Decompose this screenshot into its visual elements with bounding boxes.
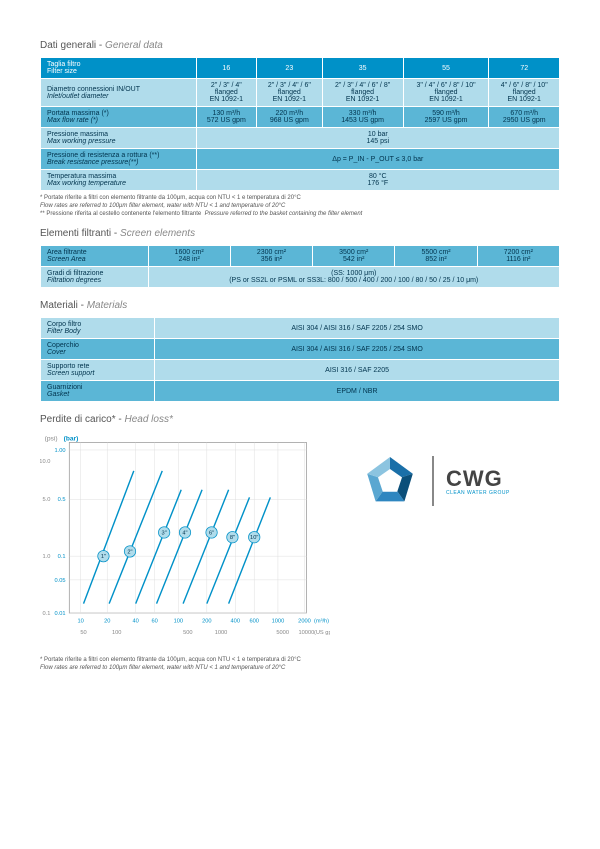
row-label: Temperatura massimaMax working temperatu… bbox=[41, 170, 197, 191]
svg-text:0.1: 0.1 bbox=[58, 554, 66, 560]
svg-text:20: 20 bbox=[104, 619, 110, 625]
svg-text:5.0: 5.0 bbox=[42, 498, 50, 504]
row-label: Diametro connessioni IN/OUTInlet/outlet … bbox=[41, 79, 197, 107]
row-label: Supporto reteScreen support bbox=[41, 360, 155, 381]
svg-text:10.0: 10.0 bbox=[40, 460, 50, 466]
cwg-logo: CWG CLEAN WATER GROUP bbox=[360, 451, 510, 511]
screen-elements-title: Elementi filtranti - Screen elements bbox=[40, 228, 560, 239]
row-label: Pressione di resistenza a rottura (**)Br… bbox=[41, 149, 197, 170]
screen-elements-table: Area filtranteScreen Area1600 cm²248 in²… bbox=[40, 245, 560, 288]
svg-text:(m³/h): (m³/h) bbox=[314, 619, 329, 625]
row-label: CoperchioCover bbox=[41, 339, 155, 360]
svg-text:1.0: 1.0 bbox=[42, 554, 50, 560]
svg-text:50: 50 bbox=[80, 630, 86, 636]
svg-text:0.1: 0.1 bbox=[42, 611, 50, 617]
svg-text:0.05: 0.05 bbox=[54, 578, 65, 584]
svg-text:1.00: 1.00 bbox=[54, 448, 65, 454]
row-label: Portata massima (*)Max flow rate (*) bbox=[41, 107, 197, 128]
svg-text:5000: 5000 bbox=[276, 630, 289, 636]
general-data-title: Dati generali - General data bbox=[40, 40, 560, 51]
svg-text:10": 10" bbox=[250, 535, 258, 541]
row-label: Corpo filtroFilter Body bbox=[41, 318, 155, 339]
svg-text:1": 1" bbox=[101, 554, 106, 560]
svg-text:200: 200 bbox=[202, 619, 211, 625]
svg-text:8": 8" bbox=[230, 535, 235, 541]
general-data-table: Taglia filtroFilter size 16 23 35 55 72 … bbox=[40, 57, 560, 191]
materials-title: Materiali - Materials bbox=[40, 300, 560, 311]
svg-text:0.5: 0.5 bbox=[58, 498, 66, 504]
svg-text:10000: 10000 bbox=[298, 630, 314, 636]
headloss-chart: (bar) (psi) 1" 2" 3" 4" 6" 8" 10" 0.01 0.05 0.1 0… bbox=[40, 431, 320, 653]
logo-subtitle: CLEAN WATER GROUP bbox=[446, 490, 510, 496]
svg-text:40: 40 bbox=[133, 619, 139, 625]
general-footnote: * Portate riferite a filtri con elemento… bbox=[40, 195, 560, 218]
row-label: GuarnizioniGasket bbox=[41, 381, 155, 402]
svg-text:(US gpm): (US gpm) bbox=[314, 630, 330, 636]
chart-footnote: * Portate riferite a filtri con elemento… bbox=[40, 657, 560, 673]
svg-text:3": 3" bbox=[162, 531, 167, 537]
row-label: Gradi di filtrazioneFiltration degrees bbox=[41, 267, 149, 288]
svg-text:100: 100 bbox=[174, 619, 183, 625]
pentagon-icon bbox=[360, 451, 420, 511]
svg-text:60: 60 bbox=[151, 619, 157, 625]
svg-text:4": 4" bbox=[182, 531, 187, 537]
svg-text:600: 600 bbox=[249, 619, 258, 625]
svg-text:(bar): (bar) bbox=[64, 436, 79, 443]
headloss-title: Perdite di carico* - Head loss* bbox=[40, 414, 560, 425]
svg-text:1000: 1000 bbox=[272, 619, 285, 625]
svg-text:1000: 1000 bbox=[215, 630, 228, 636]
row-label: Area filtranteScreen Area bbox=[41, 246, 149, 267]
svg-text:500: 500 bbox=[183, 630, 192, 636]
logo-text: CWG bbox=[446, 466, 510, 492]
filter-size-label: Taglia filtroFilter size bbox=[41, 58, 197, 79]
svg-text:6": 6" bbox=[209, 531, 214, 537]
row-label: Pressione massimaMax working pressure bbox=[41, 128, 197, 149]
svg-text:10: 10 bbox=[78, 619, 84, 625]
svg-text:2000: 2000 bbox=[298, 619, 311, 625]
svg-text:400: 400 bbox=[231, 619, 240, 625]
svg-text:0.01: 0.01 bbox=[54, 611, 65, 617]
svg-text:100: 100 bbox=[112, 630, 121, 636]
svg-text:(psi): (psi) bbox=[45, 436, 58, 443]
materials-table: Corpo filtroFilter BodyAISI 304 / AISI 3… bbox=[40, 317, 560, 402]
svg-text:2": 2" bbox=[127, 550, 132, 556]
